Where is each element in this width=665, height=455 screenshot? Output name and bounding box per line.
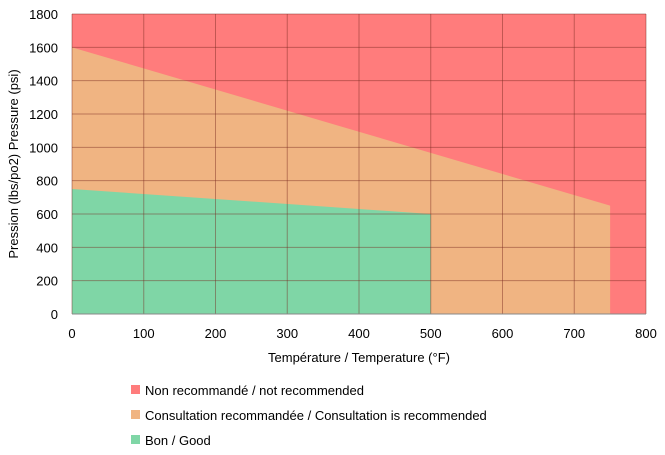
x-tick-label: 200 xyxy=(205,326,227,341)
y-tick-label: 0 xyxy=(51,307,58,322)
y-tick-label: 800 xyxy=(36,174,58,189)
x-tick-label: 500 xyxy=(420,326,442,341)
y-tick-label: 200 xyxy=(36,274,58,289)
x-tick-label: 400 xyxy=(348,326,370,341)
legend-label: Bon / Good xyxy=(145,433,211,448)
y-axis-label: Pression (lbs/po2) Pressure (psi) xyxy=(6,69,21,258)
y-tick-label: 1800 xyxy=(29,7,58,22)
x-tick-label: 100 xyxy=(133,326,155,341)
y-tick-label: 400 xyxy=(36,240,58,255)
y-tick-label: 1400 xyxy=(29,74,58,89)
x-tick-label: 600 xyxy=(492,326,514,341)
y-tick-label: 600 xyxy=(36,207,58,222)
x-axis-label: Température / Temperature (°F) xyxy=(268,350,450,365)
x-tick-label: 800 xyxy=(635,326,657,341)
x-tick-label: 0 xyxy=(68,326,75,341)
x-tick-label: 700 xyxy=(563,326,585,341)
x-tick-label: 300 xyxy=(276,326,298,341)
legend-swatch xyxy=(131,410,140,419)
y-tick-label: 1600 xyxy=(29,40,58,55)
legend-label: Non recommandé / not recommended xyxy=(145,383,364,398)
region-2 xyxy=(72,189,431,314)
legend-swatch xyxy=(131,385,140,394)
y-tick-label: 1000 xyxy=(29,140,58,155)
y-tick-label: 1200 xyxy=(29,107,58,122)
legend-label: Consultation recommandée / Consultation … xyxy=(145,408,487,423)
legend-swatch xyxy=(131,435,140,444)
